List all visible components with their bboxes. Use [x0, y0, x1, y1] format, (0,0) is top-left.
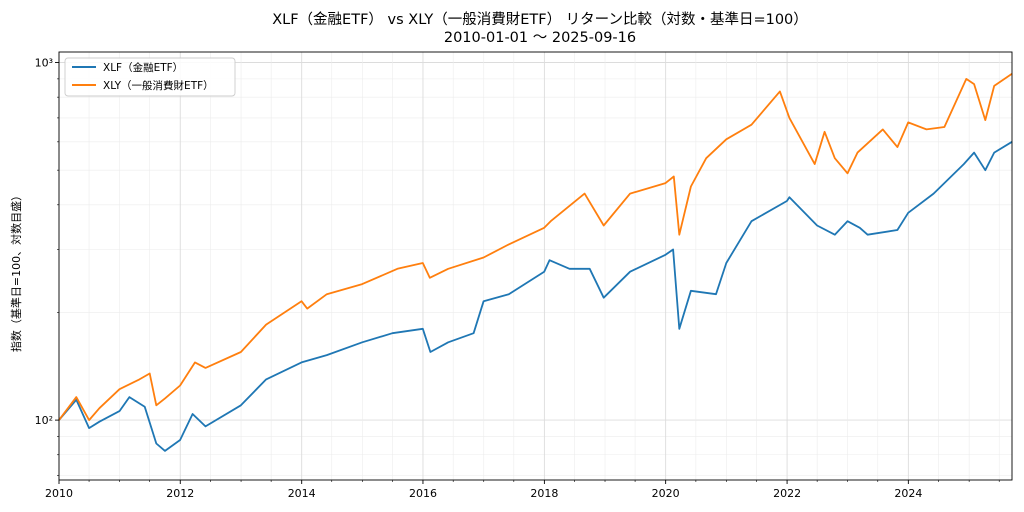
x-tick-label: 2016 [409, 487, 437, 500]
y-tick-label: 10² [35, 414, 53, 427]
series-line-xlf [58, 141, 1013, 452]
grid [58, 52, 1012, 480]
x-tick-label: 2022 [773, 487, 801, 500]
legend-box [64, 57, 236, 97]
x-tick-label: 2018 [530, 487, 558, 500]
series-line-xly [58, 73, 1013, 421]
x-tick-label: 2024 [894, 487, 922, 500]
series-layer [58, 73, 1013, 452]
x-tick-label: 2012 [166, 487, 194, 500]
y-axis-label: 指数（基準日=100、対数目盛） [9, 190, 23, 352]
plot-frame [58, 51, 1013, 481]
legend-label-xly: XLY（一般消費財ETF） [103, 79, 214, 92]
legend: XLF（金融ETF） XLY（一般消費財ETF） [64, 57, 236, 97]
x-tick-label: 2014 [288, 487, 316, 500]
legend-label-xlf: XLF（金融ETF） [103, 61, 183, 74]
y-tick-label: 10³ [35, 57, 53, 70]
x-tick-label: 2010 [45, 487, 73, 500]
x-tick-label: 2020 [652, 487, 680, 500]
chart-subtitle: 2010-01-01 〜 2025-09-16 [444, 30, 636, 46]
chart-title: XLF（金融ETF） vs XLY（一般消費財ETF） リターン比較（対数・基準… [272, 10, 808, 28]
axis-ticks: 10² 10³ 2010 2012 2014 2016 2018 2020 2022 2024 [35, 57, 1000, 500]
